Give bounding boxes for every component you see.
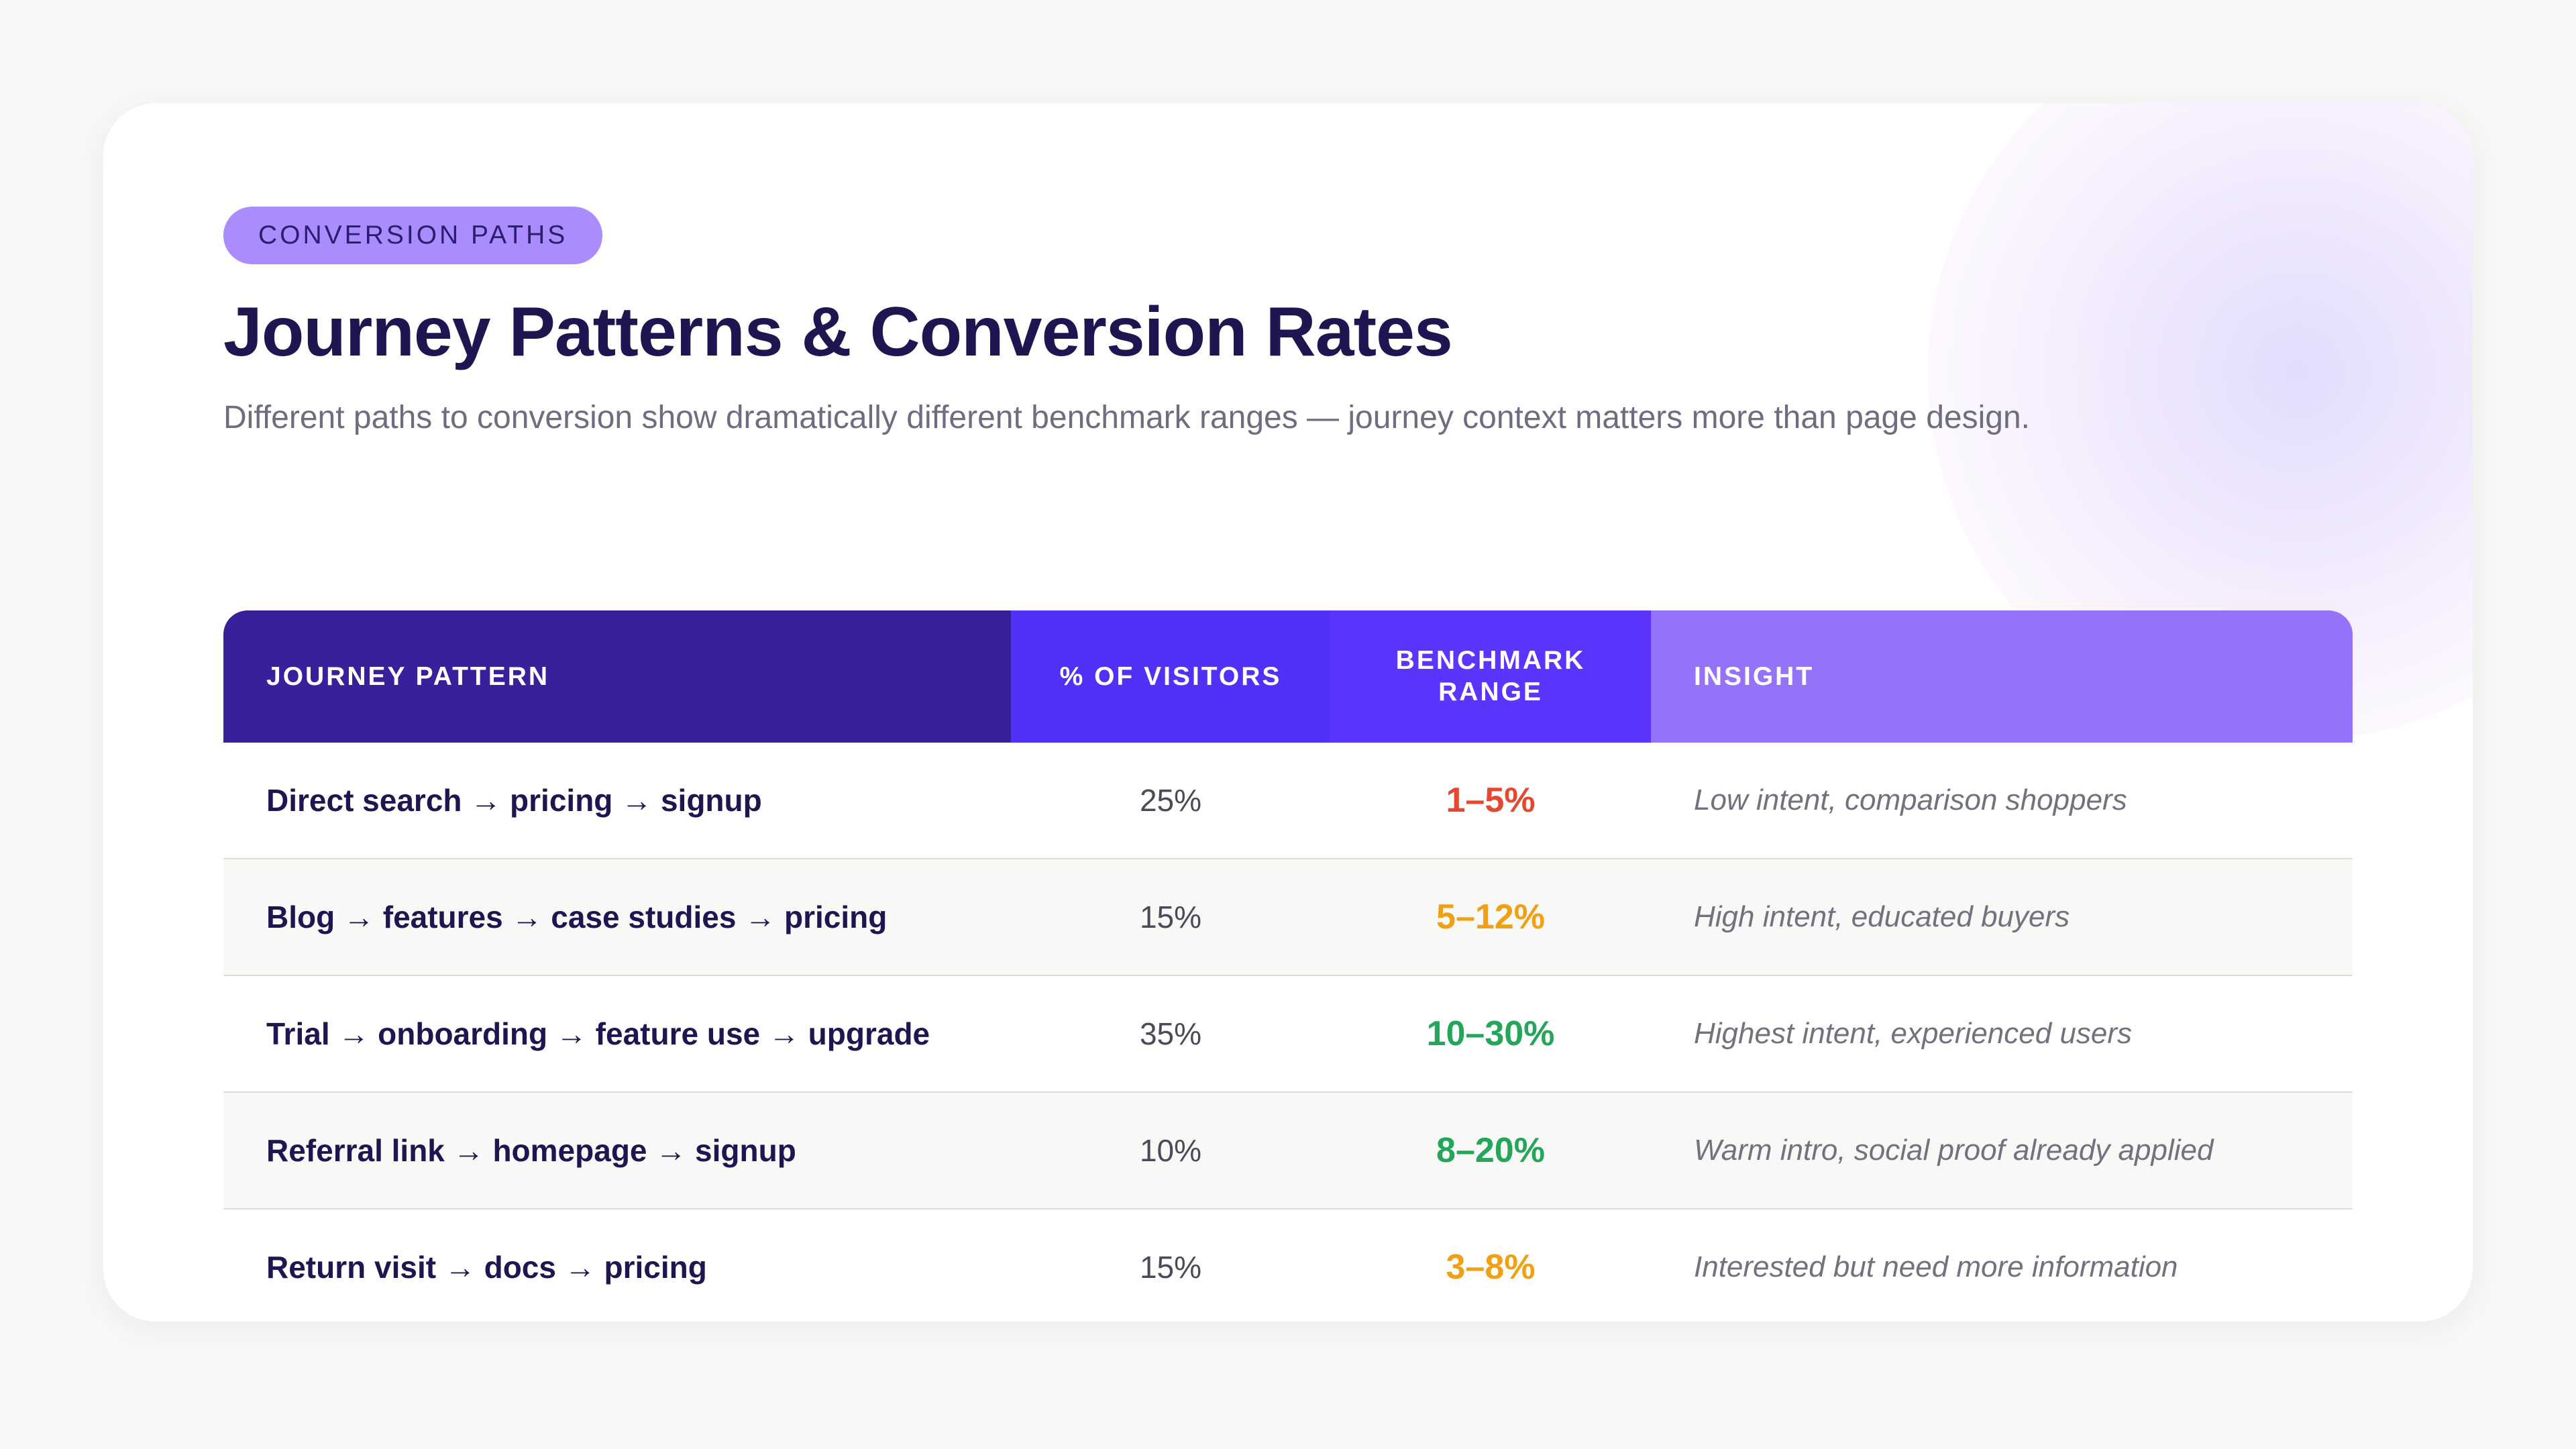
journey-cell: Blog → features → case studies → pricing <box>223 859 1011 976</box>
range-cell: 1–5% <box>1330 743 1651 859</box>
header-benchmark-range: BENCHMARK RANGE <box>1330 610 1651 743</box>
journey-cell: Trial → onboarding → feature use → upgra… <box>223 975 1011 1093</box>
range-cell: 10–30% <box>1330 975 1651 1093</box>
visitors-cell: 25% <box>1011 743 1330 859</box>
slide-content: CONVERSION PATHS Journey Patterns & Conv… <box>223 207 2353 1322</box>
range-cell: 3–8% <box>1330 1209 1651 1322</box>
table-header-row: JOURNEY PATTERN % OF VISITORS BENCHMARK R… <box>223 610 2353 743</box>
visitors-cell: 10% <box>1011 1092 1330 1210</box>
table-row: Trial → onboarding → feature use → upgra… <box>223 975 2353 1093</box>
header-insight: INSIGHT <box>1651 610 2353 743</box>
visitors-cell: 35% <box>1011 975 1330 1093</box>
page-title: Journey Patterns & Conversion Rates <box>223 293 1453 371</box>
insight-cell: High intent, educated buyers <box>1651 859 2353 976</box>
insight-cell: Low intent, comparison shoppers <box>1651 743 2353 859</box>
insight-cell: Interested but need more information <box>1651 1209 2353 1322</box>
insight-cell: Highest intent, experienced users <box>1651 975 2353 1093</box>
journey-cell: Referral link → homepage → signup <box>223 1092 1011 1210</box>
insight-cell: Warm intro, social proof already applied <box>1651 1092 2353 1210</box>
table-row: Direct search → pricing → signup 25% 1–5… <box>223 743 2353 859</box>
journey-table: JOURNEY PATTERN % OF VISITORS BENCHMARK R… <box>223 610 2353 1322</box>
section-tag: CONVERSION PATHS <box>223 207 603 264</box>
page-subtitle: Different paths to conversion show drama… <box>223 399 2030 435</box>
table-row: Return visit → docs → pricing 15% 3–8% I… <box>223 1209 2353 1322</box>
journey-cell: Return visit → docs → pricing <box>223 1209 1011 1322</box>
slide-card: CONVERSION PATHS Journey Patterns & Conv… <box>103 103 2473 1322</box>
visitors-cell: 15% <box>1011 1209 1330 1322</box>
table-row: Blog → features → case studies → pricing… <box>223 859 2353 976</box>
journey-cell: Direct search → pricing → signup <box>223 743 1011 859</box>
range-cell: 5–12% <box>1330 859 1651 976</box>
header-journey-pattern: JOURNEY PATTERN <box>223 610 1011 743</box>
header-percent-visitors: % OF VISITORS <box>1011 610 1330 743</box>
range-cell: 8–20% <box>1330 1092 1651 1210</box>
table-row: Referral link → homepage → signup 10% 8–… <box>223 1092 2353 1210</box>
visitors-cell: 15% <box>1011 859 1330 976</box>
